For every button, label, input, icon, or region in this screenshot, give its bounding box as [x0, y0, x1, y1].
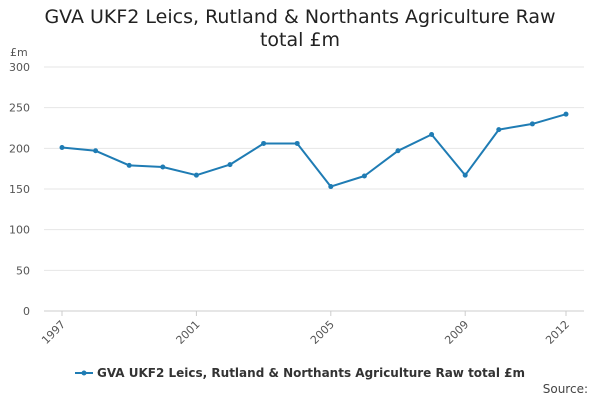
series-line [61, 113, 567, 188]
x-tick-label: 1997 [39, 318, 68, 347]
chart-title: GVA UKF2 Leics, Rutland & Northants Agri… [44, 6, 556, 51]
data-point[interactable] [227, 162, 233, 168]
data-point[interactable] [529, 121, 535, 127]
data-point[interactable] [429, 132, 435, 138]
y-tick-label: 100 [9, 224, 30, 237]
data-point[interactable] [261, 140, 267, 146]
data-point[interactable] [59, 145, 65, 151]
x-tick-label: 2005 [308, 318, 337, 347]
data-point[interactable] [126, 162, 132, 168]
data-point[interactable] [395, 148, 401, 154]
series-group [59, 111, 569, 190]
gridlines [44, 66, 584, 312]
x-tick-label: 2009 [442, 318, 471, 347]
source-label: Source: [542, 382, 588, 396]
y-tick-label: 0 [23, 305, 30, 318]
legend[interactable]: GVA UKF2 Leics, Rutland & Northants Agri… [0, 366, 600, 380]
legend-line-icon [74, 370, 93, 376]
y-tick-label: 300 [9, 61, 30, 74]
data-point[interactable] [462, 172, 468, 178]
data-point[interactable] [563, 111, 569, 117]
x-axis-ticks: 1997 2001 2005 2009 2012 [39, 311, 572, 347]
data-point[interactable] [496, 127, 502, 133]
legend-series-label: GVA UKF2 Leics, Rutland & Northants Agri… [96, 366, 526, 380]
x-tick-label: 2012 [543, 318, 572, 347]
y-axis-unit-label: £m [10, 46, 28, 59]
x-tick-label: 2001 [174, 318, 203, 347]
data-point[interactable] [361, 173, 367, 179]
y-tick-label: 250 [9, 102, 30, 115]
data-point[interactable] [294, 140, 300, 146]
y-axis-ticks: 0 50 100 150 200 250 300 [9, 61, 30, 318]
y-tick-label: 200 [9, 142, 30, 155]
data-point[interactable] [93, 148, 99, 154]
y-tick-label: 150 [9, 183, 30, 196]
data-point[interactable] [160, 164, 166, 170]
y-tick-label: 50 [16, 264, 30, 277]
data-point[interactable] [328, 184, 334, 190]
data-point[interactable] [193, 172, 199, 178]
